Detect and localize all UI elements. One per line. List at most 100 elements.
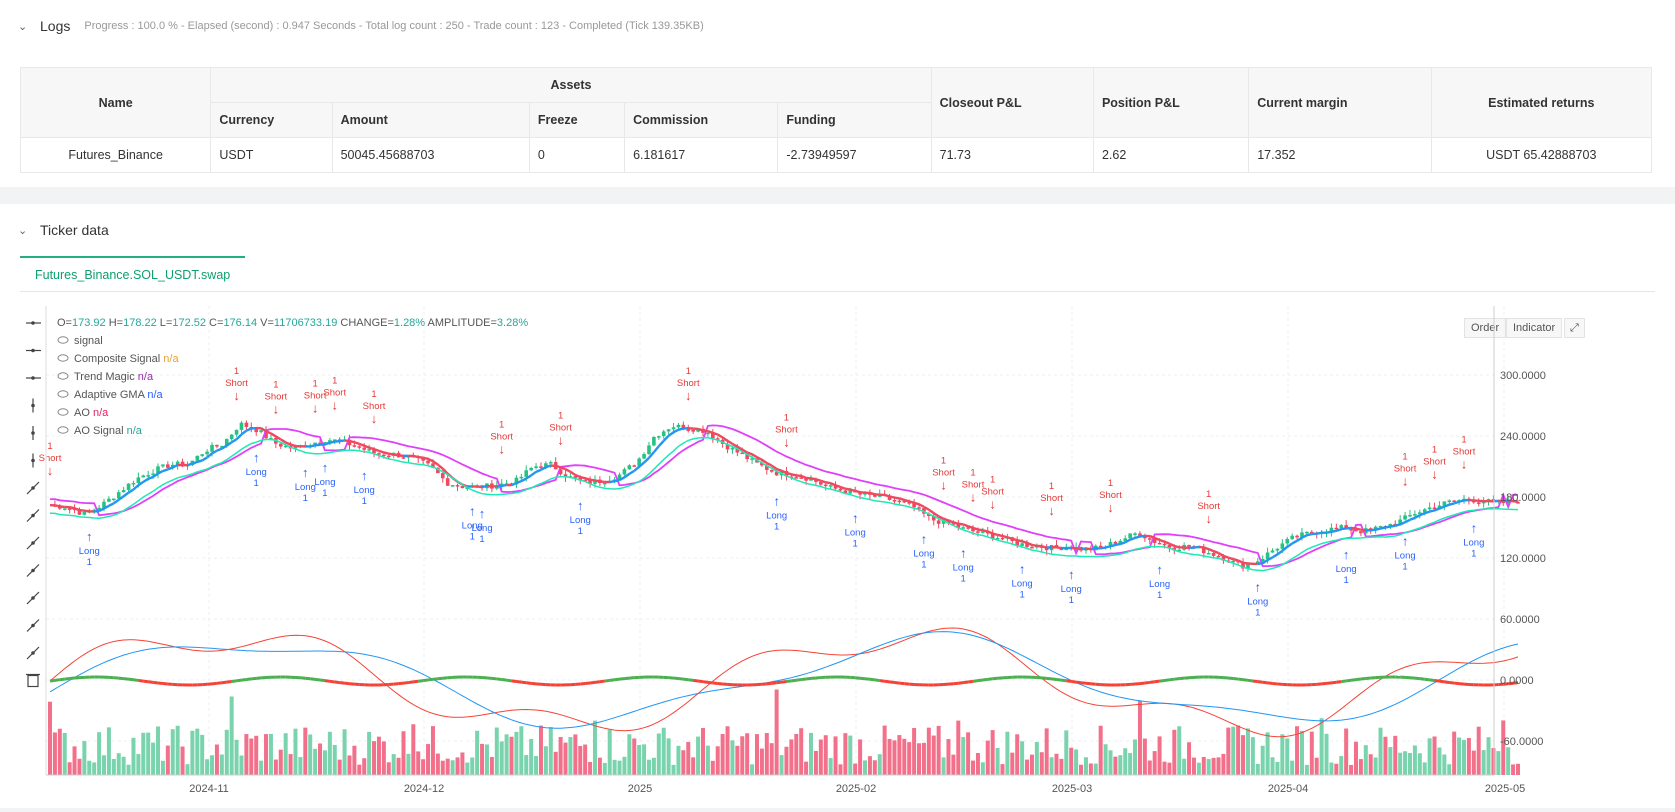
price-chart[interactable]: 1Short↓1Short↓1Short↓1Short↓1Short↓1Shor…: [0, 204, 1675, 808]
composite-osc-segment: [1439, 679, 1445, 684]
vertical-line-icon[interactable]: [31, 398, 35, 413]
volume-bar: [200, 734, 205, 775]
short-arrow-icon: ↓: [1048, 503, 1055, 518]
volume-bar: [283, 733, 288, 775]
legend-item[interactable]: Adaptive GMA n/a: [57, 389, 164, 401]
fib-levels-icon[interactable]: [26, 646, 40, 660]
volume-bar: [838, 764, 843, 775]
table-row: Futures_Binance USDT 50045.45688703 0 6.…: [19, 137, 1653, 173]
adaptive-gma-segment: [1154, 536, 1161, 542]
candle-body: [372, 449, 376, 454]
adaptive-gma-segment: [427, 457, 434, 463]
legend-item[interactable]: Composite Signal n/a: [57, 353, 179, 365]
x-tick-label: 2024-11: [189, 783, 229, 795]
composite-osc-segment: [1247, 678, 1254, 683]
volume-bar: [1221, 753, 1226, 775]
eye-icon[interactable]: [57, 354, 69, 362]
vertical-ray-icon[interactable]: [31, 453, 35, 468]
short-signal-count: 1: [1402, 451, 1407, 462]
adaptive-gma-segment: [1075, 547, 1082, 551]
short-signal-count: 1: [1206, 489, 1211, 500]
short-signal-label: Short: [39, 453, 62, 464]
volume-bar: [1128, 753, 1133, 775]
candle-body: [229, 434, 234, 440]
cell-funding: -2.73949597: [777, 137, 932, 173]
composite-line: [49, 436, 1519, 572]
fullscreen-icon[interactable]: ⤢: [1564, 318, 1585, 338]
composite-osc-segment: [59, 677, 65, 682]
adaptive-gma-segment: [1227, 556, 1234, 561]
candle-body: [440, 473, 445, 479]
legend-item[interactable]: signal: [57, 335, 103, 347]
composite-osc-segment: [133, 678, 139, 682]
logs-header[interactable]: ⌄ Logs Progress : 100.0 % - Elapsed (sec…: [18, 18, 704, 34]
volume-bar: [386, 762, 391, 775]
parallel-channel-icon[interactable]: [26, 591, 40, 605]
composite-osc-segment: [1056, 677, 1062, 682]
candle-body: [431, 463, 435, 468]
volume-bar: [48, 701, 52, 775]
adaptive-gma-segment: [928, 508, 935, 515]
trend-line-icon[interactable]: [26, 481, 40, 495]
volume-bar: [72, 746, 77, 775]
candle-body: [1172, 547, 1177, 551]
adaptive-gma-segment: [1271, 553, 1279, 559]
adaptive-gma-segment: [1399, 521, 1406, 526]
order-button[interactable]: Order: [1464, 318, 1507, 338]
adaptive-gma-segment: [1223, 554, 1229, 559]
adaptive-gma-segment: [657, 439, 665, 448]
volume-bar: [1191, 757, 1196, 775]
candle-body: [1265, 552, 1270, 560]
volume-bar: [1437, 747, 1442, 775]
tab-sol-usdt-swap[interactable]: Futures_Binance.SOL_USDT.swap: [20, 256, 246, 290]
candle-body: [715, 438, 720, 440]
composite-osc-segment: [1262, 680, 1268, 685]
candle-body: [131, 482, 136, 485]
price-label-icon[interactable]: [26, 564, 40, 577]
horizontal-line-icon[interactable]: [26, 321, 41, 325]
composite-osc-segment: [599, 679, 605, 684]
eye-icon[interactable]: [57, 372, 69, 380]
adaptive-gma-segment: [235, 433, 243, 441]
volume-bar: [1201, 756, 1206, 775]
eye-icon[interactable]: [57, 426, 69, 434]
eye-icon[interactable]: [57, 408, 69, 416]
volume-bar: [1501, 720, 1506, 775]
volume-bar: [1029, 754, 1034, 775]
adaptive-gma-segment: [441, 467, 449, 475]
candle-body: [981, 531, 985, 533]
chevron-down-icon[interactable]: ⌄: [18, 20, 28, 33]
trend-ray-icon[interactable]: [26, 509, 40, 522]
legend-item[interactable]: AO Signal n/a: [57, 425, 143, 437]
legend-item[interactable]: Trend Magic n/a: [57, 371, 154, 383]
composite-osc-segment: [1080, 681, 1087, 685]
eye-icon[interactable]: [57, 336, 69, 344]
legend-item[interactable]: AO n/a: [57, 407, 109, 419]
horizontal-ray-icon[interactable]: [26, 348, 41, 353]
pitchfork-icon[interactable]: [26, 619, 40, 632]
composite-osc-segment: [584, 681, 591, 686]
candle-body: [681, 424, 686, 430]
adaptive-gma-segment: [1124, 538, 1131, 544]
volume-bar: [1275, 762, 1280, 775]
composite-osc-segment: [226, 679, 232, 684]
candle-body: [833, 485, 838, 489]
trash-icon[interactable]: [26, 673, 40, 688]
eye-icon[interactable]: [57, 390, 69, 398]
composite-osc-segment: [1424, 677, 1430, 682]
candle-body: [264, 430, 268, 439]
extended-line-icon[interactable]: [26, 376, 41, 380]
volume-bar: [1137, 700, 1142, 775]
ticker-header[interactable]: ⌄ Ticker data: [18, 222, 109, 238]
vertical-segment-icon[interactable]: [31, 426, 35, 440]
indicator-button[interactable]: Indicator: [1506, 318, 1563, 338]
adaptive-gma-segment: [830, 482, 837, 487]
candle-body: [907, 502, 911, 504]
adaptive-gma-segment: [938, 515, 945, 520]
volume-bar: [421, 759, 426, 775]
composite-osc-segment: [869, 677, 876, 682]
candle-body: [1000, 537, 1005, 540]
arrow-line-icon[interactable]: [26, 536, 40, 550]
chevron-down-icon[interactable]: ⌄: [18, 224, 28, 237]
composite-osc-segment: [329, 679, 335, 684]
